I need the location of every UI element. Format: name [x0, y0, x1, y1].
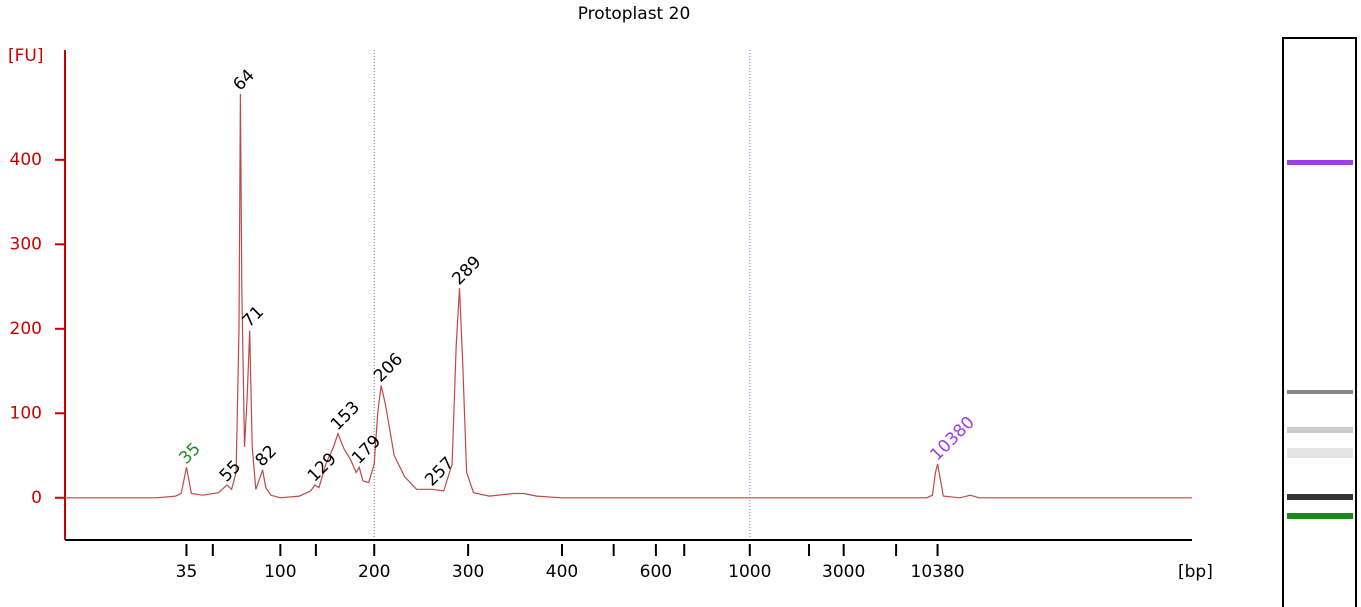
x-tick-label: 35	[176, 562, 198, 582]
gel-band	[1287, 427, 1353, 433]
x-tick-label: 1000	[728, 562, 771, 582]
y-tick-label: 100	[10, 403, 42, 423]
x-tick-label: 100	[264, 562, 296, 582]
peak-label: 55	[216, 457, 245, 486]
gel-band	[1287, 494, 1353, 500]
x-tick-label: 300	[452, 562, 484, 582]
gel-band	[1287, 513, 1353, 519]
peak-label: 64	[229, 66, 258, 95]
x-tick-label: 600	[640, 562, 672, 582]
gel-band	[1287, 448, 1353, 458]
peak-label: 206	[370, 349, 407, 386]
peak-label: 10380	[926, 413, 978, 465]
peak-label: 153	[327, 398, 364, 435]
gel-frame	[1282, 37, 1357, 607]
gel-band	[1287, 390, 1353, 394]
gel-band	[1287, 160, 1353, 165]
y-tick-label: 200	[10, 319, 42, 339]
y-tick-label: 400	[10, 150, 42, 170]
gel-lane	[1282, 37, 1357, 607]
peak-label: 129	[304, 449, 341, 486]
trace	[65, 93, 1192, 499]
peak-label: 82	[252, 442, 281, 471]
peak-label: 35	[175, 439, 204, 468]
y-tick-label: 300	[10, 234, 42, 254]
x-tick-label: 400	[546, 562, 578, 582]
chart-title: Protoplast 20	[578, 4, 691, 24]
x-tick-label: 3000	[822, 562, 865, 582]
x-tick-label: 200	[358, 562, 390, 582]
y-axis-label: [FU]	[8, 46, 44, 66]
y-tick-label: 0	[31, 488, 42, 508]
peak-label: 179	[348, 431, 385, 468]
x-tick-label: 10380	[911, 562, 965, 582]
peak-label: 289	[448, 252, 485, 289]
x-axis-label: [bp]	[1178, 562, 1213, 582]
